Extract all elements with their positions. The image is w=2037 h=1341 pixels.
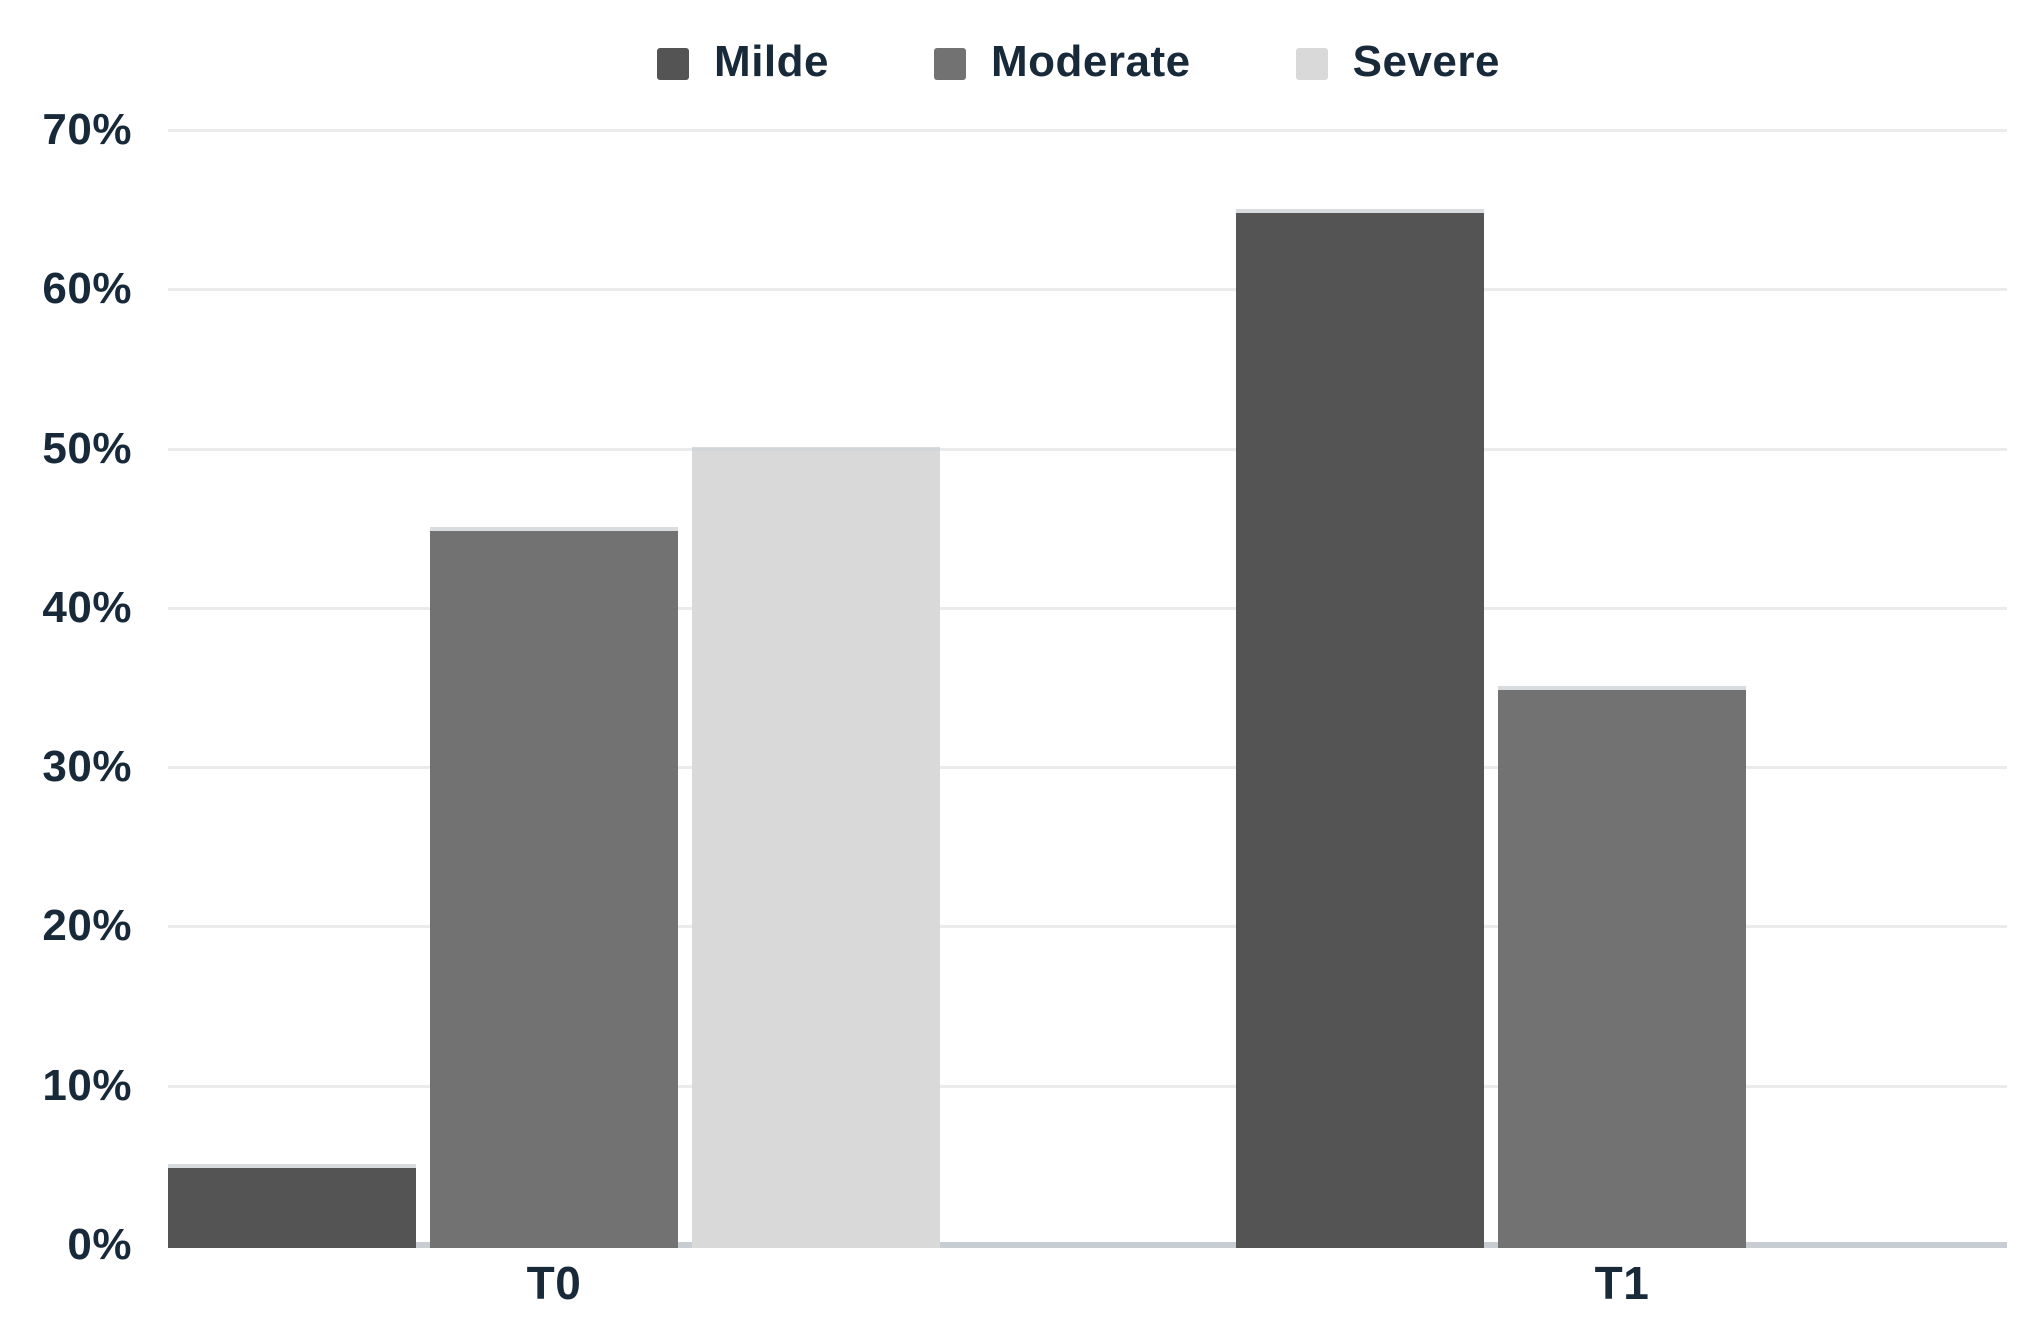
y-tick-label-20: 20% [42,901,132,951]
bar-t1-moderate [1498,690,1746,1248]
legend-swatch-severe [1295,48,1328,80]
y-tick-label-10: 10% [42,1060,132,1110]
bar-t0-severe [692,451,940,1248]
legend-item-milde: Milde [657,40,829,88]
legend-swatch-moderate [934,48,966,80]
y-tick-label-40: 40% [42,582,132,632]
legend-label-severe: Severe [1352,37,1500,86]
x-axis-line [168,1242,2007,1248]
legend-label-moderate: Moderate [991,37,1191,86]
legend-label-milde: Milde [714,37,829,86]
gridline-40 [168,606,2007,610]
bar-t1-milde [1236,213,1484,1248]
gridline-30 [168,766,2007,770]
gridline-10 [168,1084,2007,1088]
bar-t0-milde [168,1168,416,1248]
category-label-t1: T1 [1594,1257,1650,1309]
gridline-60 [168,288,2007,292]
bar-t0-moderate [430,531,678,1248]
y-tick-label-60: 60% [42,264,132,314]
y-tick-label-0: 0% [67,1220,132,1269]
y-tick-label-50: 50% [42,423,132,473]
gridline-50 [168,447,2007,451]
legend-item-moderate: Moderate [934,40,1191,88]
gridline-20 [168,925,2007,929]
y-tick-label-70: 70% [42,104,132,154]
category-label-t0: T0 [526,1257,582,1309]
legend-swatch-milde [657,48,690,80]
y-tick-label-30: 30% [42,742,132,792]
gridline-70 [168,128,2007,132]
legend-item-severe: Severe [1295,37,1500,88]
chart-legend: Milde Moderate Severe [60,36,2037,92]
